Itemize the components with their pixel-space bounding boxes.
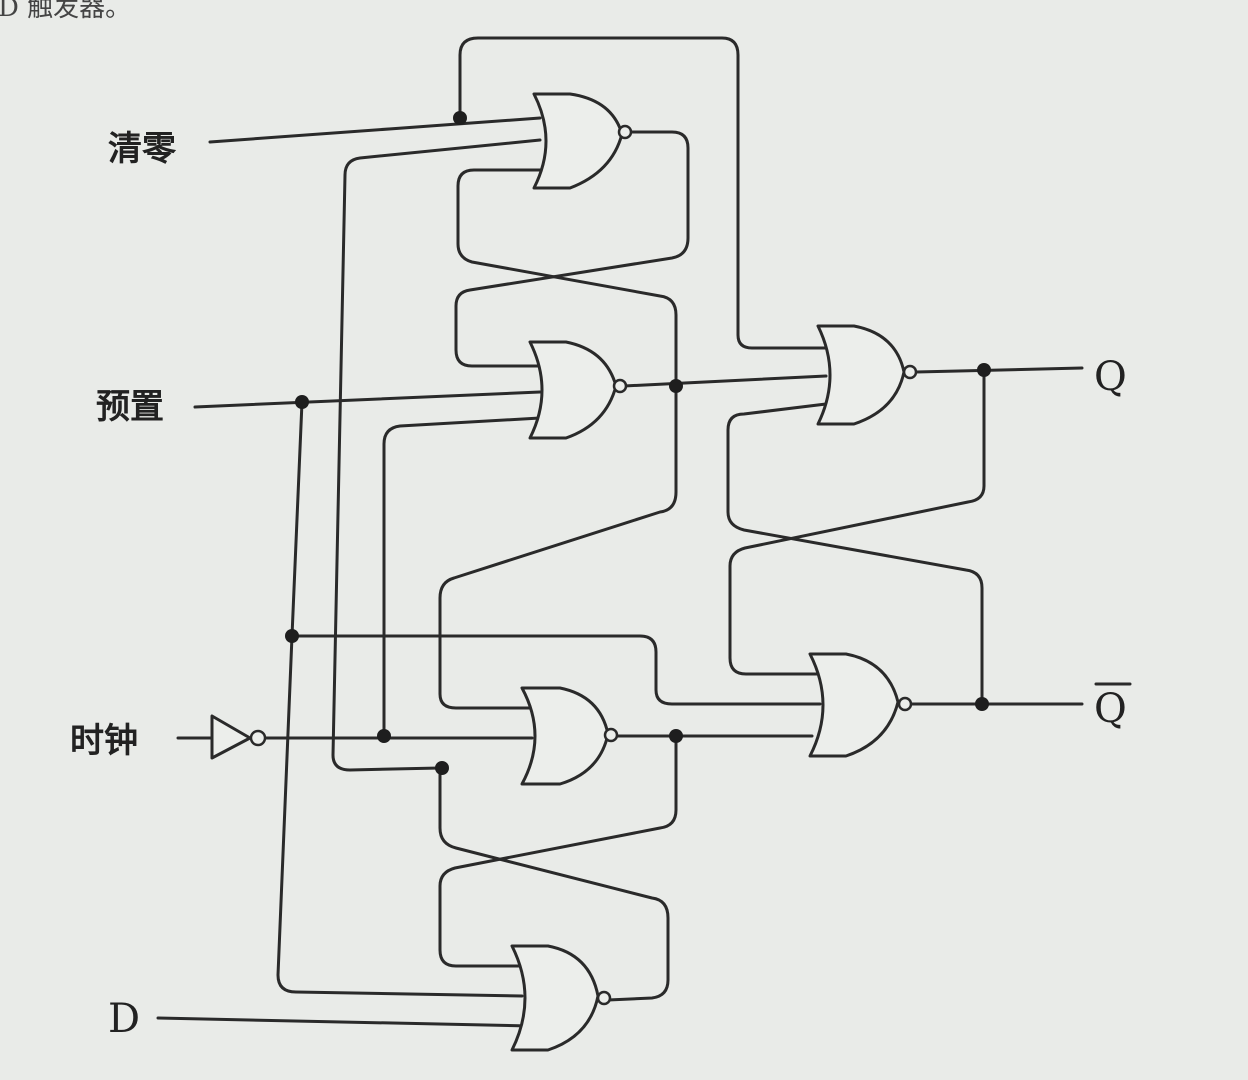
wire-preset bbox=[193, 390, 542, 409]
gate-g6 bbox=[808, 652, 913, 758]
junctions bbox=[285, 111, 991, 775]
gate-clock-inverter bbox=[210, 714, 267, 760]
gate-g2 bbox=[528, 340, 628, 440]
label-q-bar: Q bbox=[1094, 686, 1127, 732]
wire-g1-out bbox=[454, 130, 690, 368]
wire-preset-vertical bbox=[276, 400, 524, 998]
gate-g4 bbox=[510, 944, 612, 1052]
wire-preset-to-g6 bbox=[290, 634, 822, 706]
label-q: Q bbox=[1094, 354, 1127, 400]
junction-dot bbox=[669, 729, 683, 743]
label-d: D bbox=[108, 996, 140, 1042]
wire-d bbox=[156, 1016, 532, 1028]
label-clock: 时钟 bbox=[70, 721, 138, 761]
wire-clear bbox=[208, 116, 542, 144]
gate-g1 bbox=[532, 92, 633, 190]
wire-g2-in3 bbox=[382, 416, 542, 737]
label-clear: 清零 bbox=[108, 129, 177, 169]
wire-g2-to-g5 bbox=[622, 374, 828, 388]
gate-g5 bbox=[816, 324, 918, 426]
wire-qbar-feedback bbox=[726, 402, 984, 706]
wire-g3-down bbox=[438, 734, 678, 968]
junction-dot bbox=[285, 629, 299, 643]
gate-g3 bbox=[520, 686, 619, 786]
wire-q bbox=[914, 366, 1084, 374]
wire-g1-in3 bbox=[331, 138, 542, 772]
wire-g2-down bbox=[438, 384, 678, 710]
junction-dot bbox=[377, 729, 391, 743]
label-preset: 预置 bbox=[96, 387, 164, 427]
junction-dot bbox=[453, 111, 467, 125]
page-fragment-text: D 触发器。 bbox=[0, 0, 131, 23]
wire-g2-out-feedback bbox=[456, 168, 678, 388]
wire-q-feedback bbox=[728, 368, 986, 676]
junction-dot bbox=[295, 395, 309, 409]
wire-clear-to-g5 bbox=[458, 36, 828, 350]
wire-g4-out bbox=[438, 768, 670, 1002]
junction-dot bbox=[975, 697, 989, 711]
junction-dot bbox=[977, 363, 991, 377]
junction-dot bbox=[669, 379, 683, 393]
wires bbox=[156, 36, 1084, 1028]
junction-dot bbox=[435, 761, 449, 775]
